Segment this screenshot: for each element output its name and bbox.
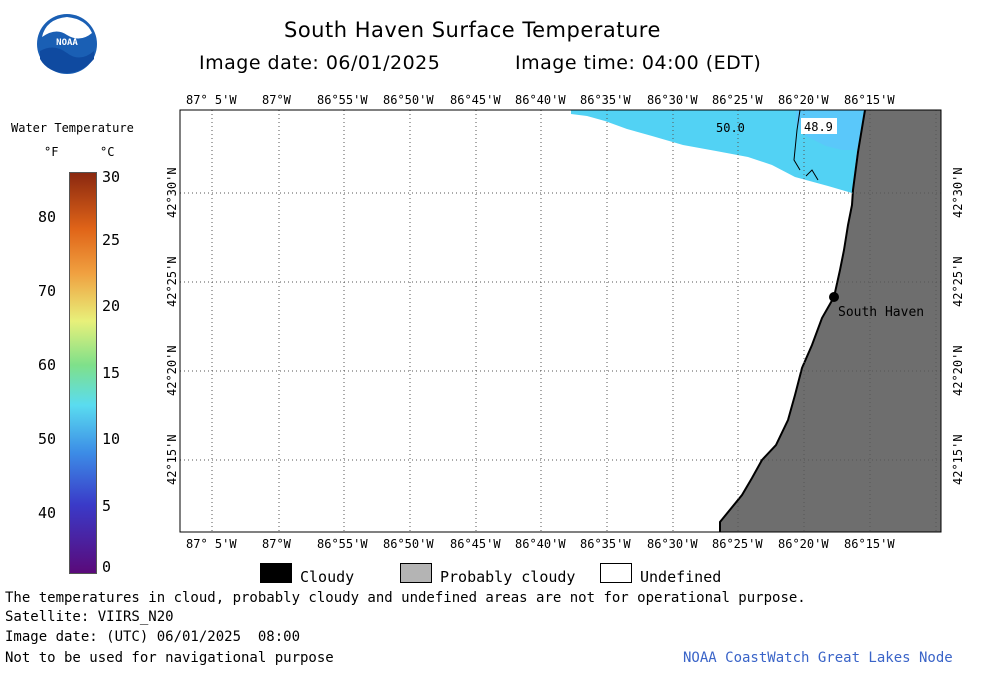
lon-label: 86°20'W xyxy=(778,93,829,107)
colorbar xyxy=(69,172,97,574)
legend-label-probably-cloudy: Probably cloudy xyxy=(440,568,576,586)
c-tick: 5 xyxy=(102,497,112,515)
lat-label: 42°20'N xyxy=(165,345,179,396)
legend-swatch-probably-cloudy xyxy=(400,563,432,583)
lon-label: 86°30'W xyxy=(647,93,698,107)
sst-water-area xyxy=(571,110,865,193)
lon-label: 86°25'W xyxy=(712,537,763,551)
colorbar-title: Water Temperature xyxy=(11,121,134,135)
lon-label: 87° 5'W xyxy=(186,537,237,551)
c-tick: 15 xyxy=(102,364,121,382)
c-tick: 20 xyxy=(102,297,121,315)
lat-lon-grid xyxy=(180,110,941,532)
lon-label: 87° 5'W xyxy=(186,93,237,107)
lon-label: 86°55'W xyxy=(317,537,368,551)
f-tick: 80 xyxy=(38,208,57,226)
lon-labels-bottom: 87° 5'W 87°W 86°55'W 86°50'W 86°45'W 86°… xyxy=(186,537,895,551)
lon-label: 87°W xyxy=(262,93,292,107)
lon-label: 86°55'W xyxy=(317,93,368,107)
lat-label: 42°15'N xyxy=(951,434,965,485)
f-tick: 60 xyxy=(38,356,57,374)
lon-label: 86°25'W xyxy=(712,93,763,107)
c-tick: 25 xyxy=(102,231,121,249)
lon-label: 87°W xyxy=(262,537,292,551)
satellite-text: Satellite: VIIRS_N20 xyxy=(5,609,174,625)
lon-label: 86°50'W xyxy=(383,537,434,551)
lat-labels-left: 42°30'N 42°25'N 42°20'N 42°15'N xyxy=(165,167,179,485)
f-tick: 50 xyxy=(38,430,57,448)
lon-label: 86°30'W xyxy=(647,537,698,551)
lon-label: 86°40'W xyxy=(515,537,566,551)
lon-label: 86°20'W xyxy=(778,537,829,551)
temp-label: 48.9 xyxy=(804,120,833,134)
lon-label: 86°45'W xyxy=(450,537,501,551)
lon-label: 86°15'W xyxy=(844,93,895,107)
lat-label: 42°20'N xyxy=(951,345,965,396)
isotherm xyxy=(793,109,819,181)
c-tick: 0 xyxy=(102,558,112,576)
nav-warning-text: Not to be used for navigational purpose xyxy=(5,650,334,666)
lon-label: 86°45'W xyxy=(450,93,501,107)
lat-label: 42°25'N xyxy=(951,256,965,307)
legend-label-undefined: Undefined xyxy=(640,568,722,586)
lon-label: 86°40'W xyxy=(515,93,566,107)
legend-swatch-cloudy xyxy=(260,563,292,583)
place-label-south-haven: South Haven xyxy=(838,305,924,320)
f-tick: 40 xyxy=(38,504,57,522)
lat-label: 42°25'N xyxy=(165,256,179,307)
lon-labels-top: 87° 5'W 87°W 86°55'W 86°50'W 86°45'W 86°… xyxy=(186,93,895,107)
c-tick: 30 xyxy=(102,168,121,186)
lon-label: 86°15'W xyxy=(844,537,895,551)
lon-label: 86°35'W xyxy=(580,537,631,551)
noaa-logo-text: NOAA xyxy=(56,38,78,48)
land-area xyxy=(720,110,941,532)
image-date-label: Image date: 06/01/2025 xyxy=(199,52,441,74)
legend-label-cloudy: Cloudy xyxy=(300,568,355,586)
credit-text: NOAA CoastWatch Great Lakes Node xyxy=(683,650,953,666)
c-tick: 10 xyxy=(102,430,121,448)
legend-swatch-undefined xyxy=(600,563,632,583)
lat-labels-right: 42°30'N 42°25'N 42°20'N 42°15'N xyxy=(951,167,965,485)
noaa-logo: NOAA xyxy=(37,14,97,74)
disclaimer-text: The temperatures in cloud, probably clou… xyxy=(5,590,806,606)
lon-label: 86°35'W xyxy=(580,93,631,107)
colorbar-unit-c: °C xyxy=(100,145,115,159)
south-haven-marker xyxy=(829,292,839,302)
map-frame xyxy=(179,109,942,533)
f-tick: 70 xyxy=(38,282,57,300)
map-title: South Haven Surface Temperature xyxy=(284,18,661,42)
lat-label: 42°15'N xyxy=(165,434,179,485)
image-time-label: Image time: 04:00 (EDT) xyxy=(515,52,762,74)
colorbar-unit-f: °F xyxy=(44,145,59,159)
lat-label: 42°30'N xyxy=(165,167,179,218)
coastline xyxy=(719,109,866,532)
lon-label: 86°50'W xyxy=(383,93,434,107)
temp-label: 50.0 xyxy=(716,121,745,135)
lat-label: 42°30'N xyxy=(951,167,965,218)
utc-date-text: Image date: (UTC) 06/01/2025 08:00 xyxy=(5,629,301,645)
